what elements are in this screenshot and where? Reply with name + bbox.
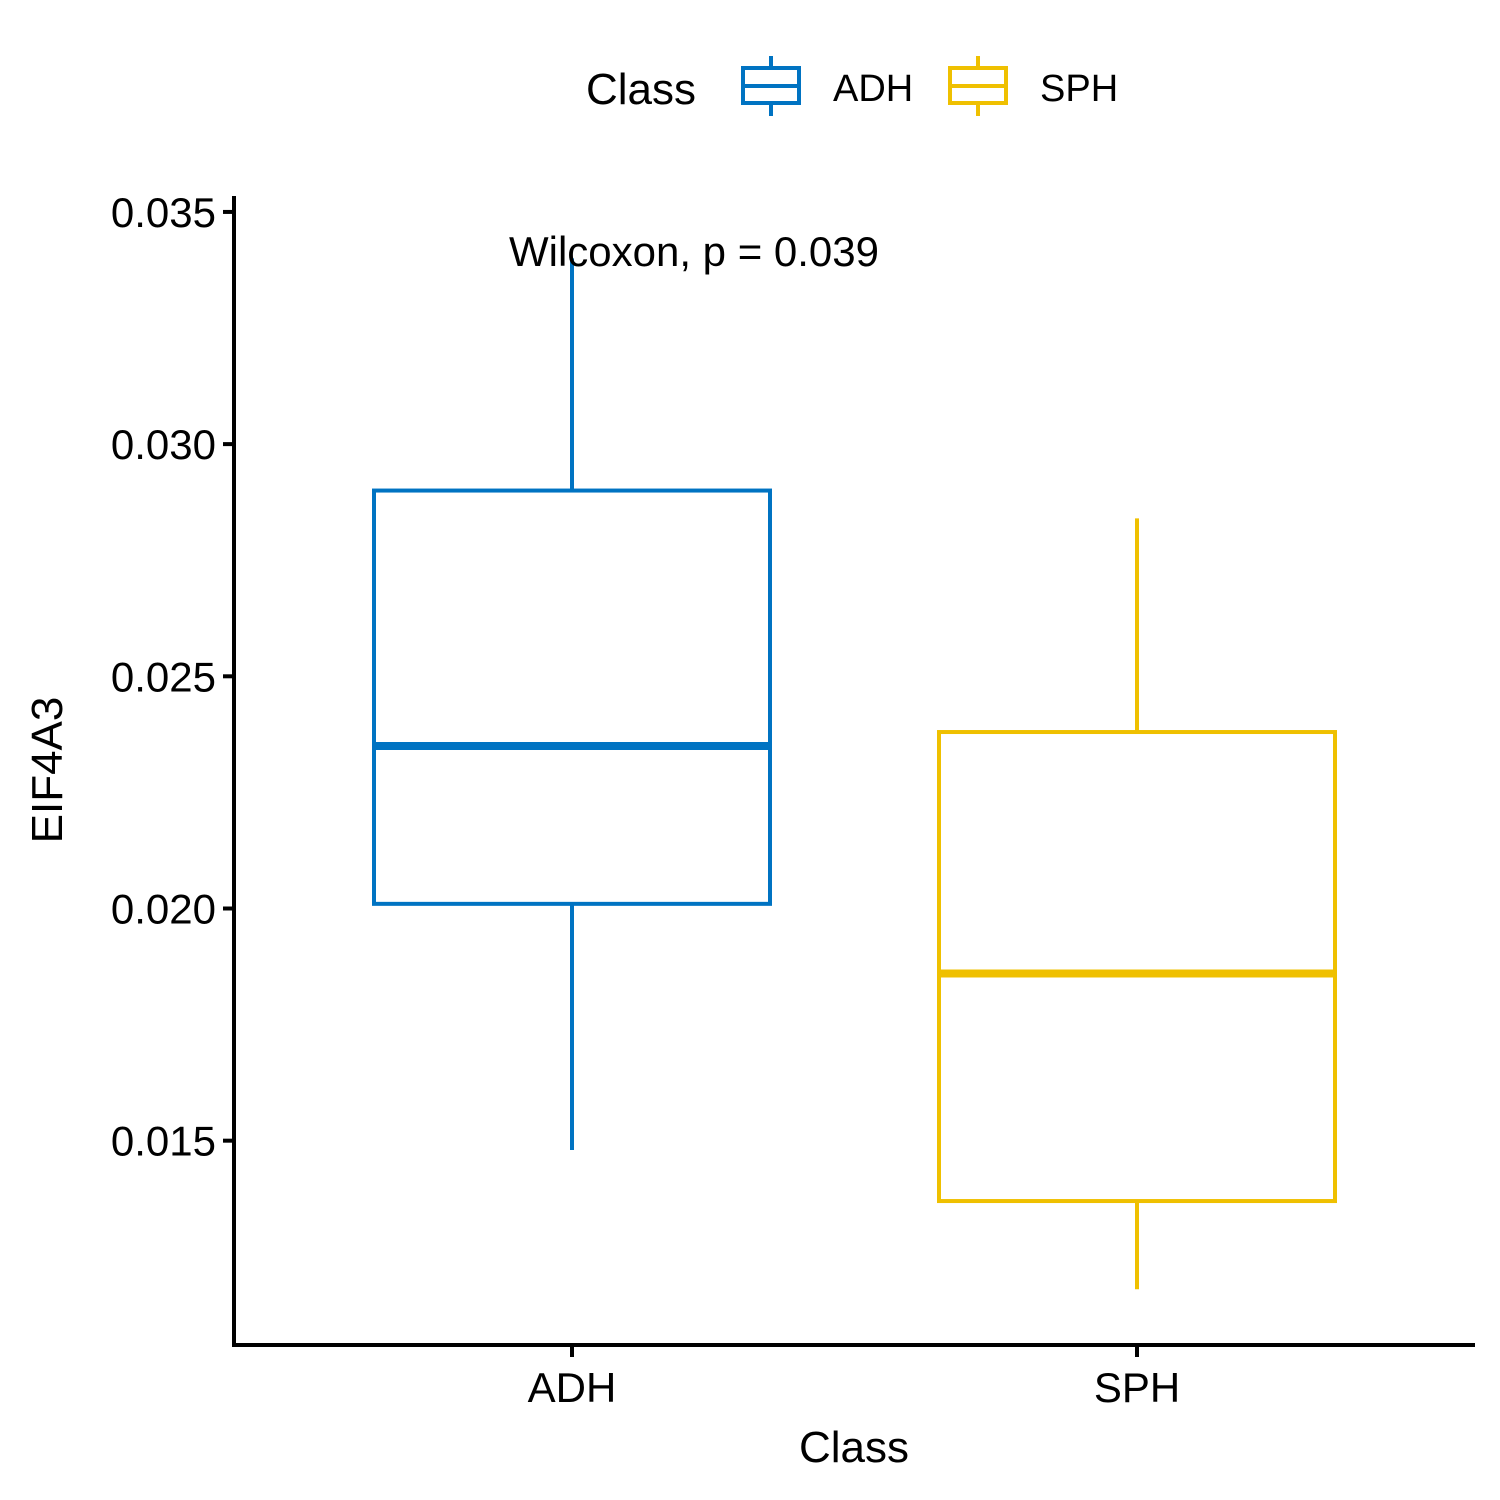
y-tick-label: 0.030 xyxy=(111,421,216,468)
legend-key xyxy=(948,56,1008,116)
y-tick-label: 0.020 xyxy=(111,885,216,932)
legend-title: Class xyxy=(586,65,696,114)
box xyxy=(372,488,772,906)
legend-label: SPH xyxy=(1040,68,1118,110)
legend-entry-adh: ADH xyxy=(741,56,913,116)
x-axis-title: Class xyxy=(799,1423,909,1472)
y-tick-label: 0.015 xyxy=(111,1118,216,1165)
annotation-text: Wilcoxon, p = 0.039 xyxy=(509,228,879,275)
x-tick-label: SPH xyxy=(1094,1364,1180,1411)
box-group-sph xyxy=(937,518,1337,1290)
y-axis-title: EIF4A3 xyxy=(23,697,72,844)
legend-entry-sph: SPH xyxy=(948,56,1118,116)
legend-key xyxy=(741,56,801,116)
box-group-adh xyxy=(372,258,772,1150)
axes: 0.015 0.020 0.025 0.030 0.035 ADH SPH xyxy=(111,189,1475,1411)
legend-label: ADH xyxy=(833,68,913,110)
y-tick-label: 0.035 xyxy=(111,189,216,236)
x-tick-label: ADH xyxy=(528,1364,617,1411)
legend: Class ADH SPH xyxy=(586,56,1118,116)
box xyxy=(937,730,1337,1204)
plot-area xyxy=(372,258,1337,1290)
y-tick-label: 0.025 xyxy=(111,653,216,700)
